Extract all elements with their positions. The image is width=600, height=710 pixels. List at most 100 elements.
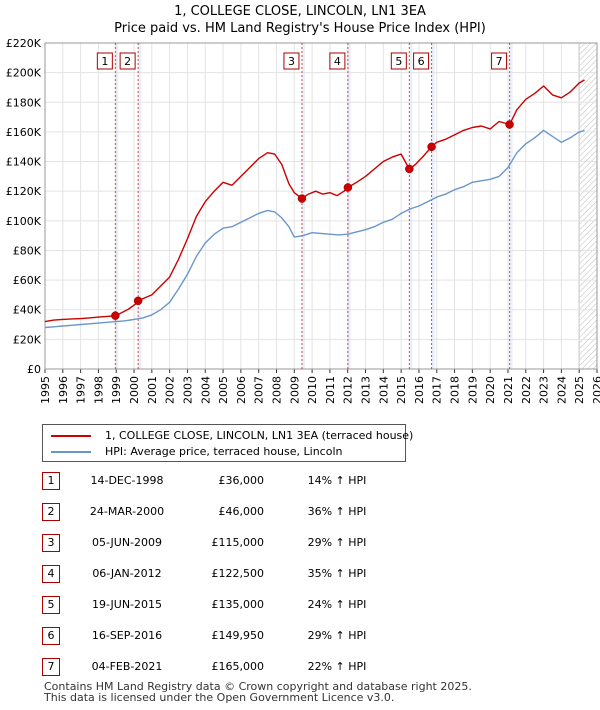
plot-area — [45, 43, 597, 369]
transaction-price: £135,000 — [211, 598, 265, 611]
sale-point — [111, 311, 120, 320]
table-row: 7 04-FEB-2021 £165,000 22% ↑ HPI — [42, 658, 562, 678]
x-tick-label: 2008 — [270, 376, 283, 404]
transaction-number: 7 — [42, 658, 60, 676]
y-tick-label: £120K — [6, 185, 42, 198]
y-tick-label: £220K — [6, 37, 42, 50]
transaction-hpi: 29% ↑ HPI — [307, 629, 367, 642]
x-tick-label: 1998 — [92, 376, 105, 404]
sale-band — [138, 43, 142, 369]
transaction-hpi: 22% ↑ HPI — [307, 660, 367, 673]
x-tick-label: 2024 — [555, 376, 568, 404]
transaction-hpi: 14% ↑ HPI — [307, 474, 367, 487]
legend-swatch-hpi — [51, 451, 91, 453]
transaction-date: 24-MAR-2000 — [89, 505, 165, 518]
x-tick-label: 2004 — [199, 376, 212, 404]
x-tick-label: 2022 — [520, 376, 533, 404]
transaction-number: 1 — [42, 472, 60, 490]
x-tick-label: 2007 — [253, 376, 266, 404]
footer-copyright: Contains HM Land Registry data © Crown c… — [44, 680, 472, 693]
transaction-number: 2 — [42, 503, 60, 521]
sale-point — [297, 194, 307, 203]
sale-band — [347, 43, 351, 369]
table-row: 2 24-MAR-2000 £46,000 36% ↑ HPI — [42, 503, 562, 523]
x-tick-label: 2019 — [466, 376, 479, 404]
x-tick-label: 2013 — [360, 376, 373, 404]
sale-marker-box — [329, 52, 346, 70]
sale-point — [405, 164, 414, 174]
x-tick-label: 1996 — [57, 376, 70, 404]
y-tick-label: £80K — [13, 244, 42, 257]
table-row: 4 06-JAN-2012 £122,500 35% ↑ HPI — [42, 565, 562, 585]
y-tick-label: £0 — [27, 363, 41, 376]
plot-frame — [44, 42, 598, 370]
sale-point — [343, 183, 353, 192]
transaction-price: £115,000 — [211, 536, 265, 549]
chart-title: 1, COLLEGE CLOSE, LINCOLN, LN1 3EA — [174, 4, 426, 19]
footer: Contains HM Land Registry data © Crown c… — [44, 681, 472, 703]
x-tick-label: 1997 — [75, 376, 88, 404]
transaction-number: 6 — [42, 627, 60, 645]
transaction-hpi: 24% ↑ HPI — [307, 598, 367, 611]
footer-licence: This data is licensed under the Open Gov… — [44, 691, 395, 704]
sale-band — [115, 43, 119, 369]
table-row: 3 05-JUN-2009 £115,000 29% ↑ HPI — [42, 534, 562, 554]
chart-title-block: 1, COLLEGE CLOSE, LINCOLN, LN1 3EA Price… — [0, 3, 600, 37]
sale-marker-box — [96, 52, 113, 70]
y-tick-label: £40K — [13, 304, 42, 317]
y-tick-label: £200K — [6, 67, 42, 80]
transaction-date: 16-SEP-2016 — [91, 629, 163, 642]
x-tick-label: 2000 — [128, 376, 141, 404]
transaction-date: 14-DEC-1998 — [90, 474, 164, 487]
x-tick-label: 2002 — [164, 376, 177, 404]
sale-point — [427, 142, 436, 152]
x-tick-label: 2023 — [538, 376, 551, 404]
sale-marker-box — [283, 52, 300, 70]
transaction-date: 05-JUN-2009 — [91, 536, 163, 549]
sale-band — [409, 43, 413, 369]
hpi-line — [44, 129, 585, 329]
x-tick-label: 2006 — [235, 376, 248, 404]
transaction-date: 19-JUN-2015 — [91, 598, 163, 611]
sale-marker-label: 2 — [124, 55, 131, 68]
x-tick-label: 2001 — [146, 376, 159, 404]
x-tick-label: 2010 — [306, 376, 319, 404]
legend-label-hpi: HPI: Average price, terraced house, Linc… — [105, 445, 343, 458]
y-tick-label: £60K — [13, 274, 42, 287]
x-tick-label: 2026 — [591, 376, 600, 404]
transaction-price: £165,000 — [211, 660, 265, 673]
x-tick-label: 2015 — [395, 376, 408, 404]
transaction-price: £122,500 — [211, 567, 265, 580]
x-tick-label: 1999 — [110, 376, 123, 404]
transaction-hpi: 29% ↑ HPI — [307, 536, 367, 549]
x-tick-label: 2003 — [181, 376, 194, 404]
transaction-price: £46,000 — [218, 505, 265, 518]
sale-band — [301, 43, 305, 369]
transaction-hpi: 36% ↑ HPI — [307, 505, 367, 518]
table-row: 5 19-JUN-2015 £135,000 24% ↑ HPI — [42, 596, 562, 616]
transaction-number: 3 — [42, 534, 60, 552]
x-tick-label: 2017 — [431, 376, 444, 404]
transaction-number: 5 — [42, 596, 60, 614]
transaction-date: 04-FEB-2021 — [91, 660, 163, 673]
x-tick-label: 2016 — [413, 376, 426, 404]
transaction-date: 06-JAN-2012 — [92, 567, 162, 580]
x-tick-label: 2012 — [342, 376, 355, 404]
x-tick-label: 2020 — [484, 376, 497, 404]
sale-marker-box — [390, 52, 407, 70]
x-tick-label: 2009 — [288, 376, 301, 404]
x-tick-label: 2021 — [502, 376, 515, 404]
y-tick-label: £20K — [13, 333, 42, 346]
chart-subtitle: Price paid vs. HM Land Registry's House … — [114, 21, 486, 36]
transaction-number: 4 — [42, 565, 60, 583]
forecast-hatch — [579, 43, 597, 369]
transaction-price: £36,000 — [218, 474, 265, 487]
sale-marker-box — [413, 52, 430, 70]
legend-label-property: 1, COLLEGE CLOSE, LINCOLN, LN1 3EA (terr… — [105, 429, 414, 442]
sale-marker-label: 7 — [496, 55, 503, 68]
y-tick-label: £180K — [6, 96, 42, 109]
sale-point — [133, 296, 143, 306]
transaction-price: £149,950 — [211, 629, 265, 642]
sale-marker-label: 3 — [288, 55, 295, 68]
y-tick-label: £140K — [6, 156, 42, 169]
